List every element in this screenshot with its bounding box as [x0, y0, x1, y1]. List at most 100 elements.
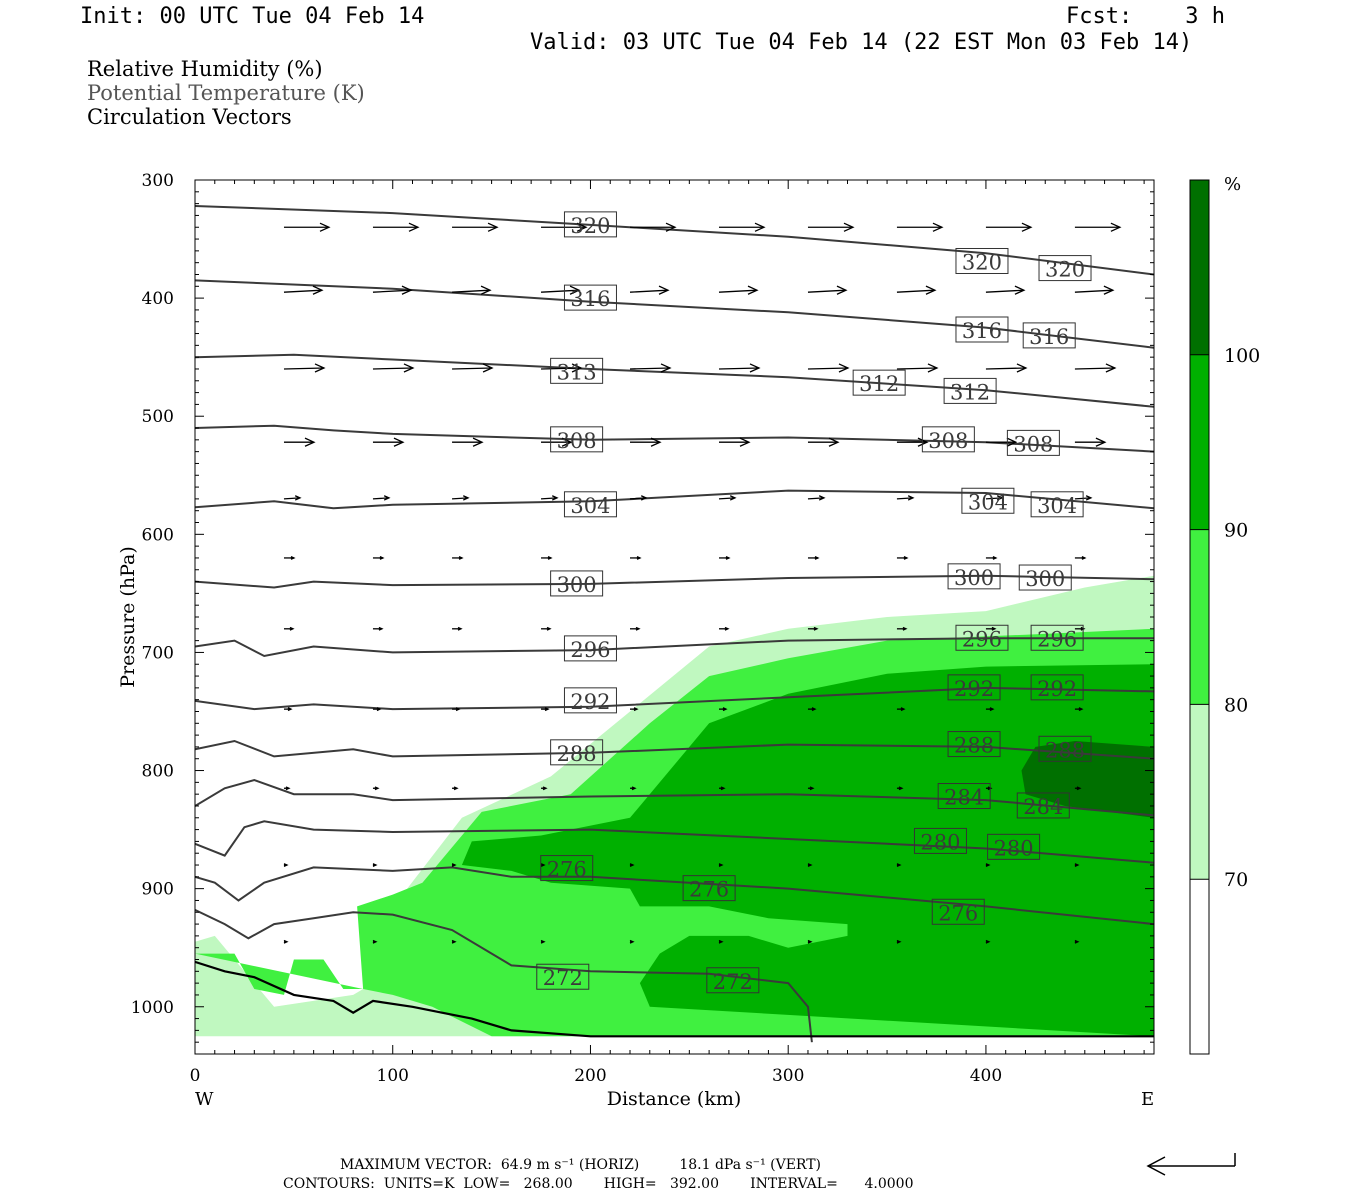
circulation-vector	[283, 863, 289, 867]
circulation-vector	[985, 437, 1018, 447]
svg-text:316: 316	[962, 319, 1002, 343]
svg-text:308: 308	[1013, 432, 1053, 456]
theta-contour-268	[195, 960, 1154, 1038]
circulation-vector	[372, 222, 420, 232]
y-axis-label: Pressure (hPa)	[117, 546, 139, 688]
contour-label: 280	[987, 833, 1041, 860]
svg-text:300: 300	[557, 573, 597, 597]
circulation-vector	[1074, 556, 1087, 560]
contour-label: 312	[852, 369, 906, 396]
contour-label: 300	[1018, 564, 1072, 591]
svg-text:316: 316	[570, 287, 610, 311]
circulation-vector	[452, 626, 463, 631]
circulation-vector	[1074, 222, 1122, 232]
svg-text:320: 320	[570, 214, 610, 238]
circulation-vector	[630, 626, 641, 631]
circulation-vector	[452, 495, 470, 501]
circulation-vector	[541, 626, 552, 631]
rh-region-90	[461, 664, 1154, 1037]
svg-text:300: 300	[1025, 567, 1065, 591]
circulation-vector	[283, 556, 296, 560]
contour-label: 276	[931, 898, 985, 925]
svg-text:272: 272	[713, 970, 753, 994]
svg-text:288: 288	[954, 734, 994, 758]
contour-label: 284	[1016, 792, 1070, 819]
circulation-vector	[718, 285, 759, 295]
circulation-vector	[540, 939, 546, 944]
circulation-vector	[630, 707, 639, 712]
theta-contour-280	[195, 820, 1154, 864]
x-tick-label: 0	[190, 1066, 201, 1086]
circulation-vector	[985, 495, 1004, 501]
svg-text:308: 308	[928, 429, 968, 453]
svg-text:312: 312	[859, 372, 899, 396]
circulation-vector	[372, 863, 378, 867]
circulation-vector	[629, 363, 672, 373]
colorbar-level-label: 80	[1224, 694, 1248, 716]
colorbar-frame	[1189, 179, 1210, 1055]
circulation-vector	[283, 363, 326, 373]
colorbar-band	[1190, 879, 1209, 1054]
contour-label: 308	[550, 426, 604, 453]
theta-contour-272	[195, 908, 813, 1043]
circulation-vector	[807, 437, 840, 447]
x-tick-label: 200	[574, 1066, 606, 1086]
colorbar-level-label: 70	[1224, 869, 1248, 891]
circulation-vector	[372, 363, 415, 373]
svg-text:276: 276	[689, 878, 729, 902]
circulation-vector	[1074, 363, 1117, 373]
circulation-vector	[540, 863, 546, 867]
circulation-vector	[372, 437, 405, 447]
circulation-vector	[985, 626, 997, 631]
contour-label: 308	[921, 426, 975, 453]
circulation-vector	[452, 222, 499, 232]
svg-text:284: 284	[1023, 795, 1063, 819]
circulation-vector	[807, 786, 815, 791]
svg-text:296: 296	[1037, 627, 1077, 651]
circulation-vector	[985, 863, 991, 867]
circulation-vector	[896, 863, 902, 867]
circulation-vector	[718, 222, 766, 232]
svg-text:300: 300	[954, 566, 994, 590]
y-tick-label: 600	[142, 525, 174, 545]
x-west-label: W	[195, 1089, 214, 1110]
circulation-vector	[985, 939, 991, 944]
colorbar-band	[1190, 529, 1209, 705]
svg-text:276: 276	[547, 858, 587, 882]
circulation-vector	[541, 707, 550, 712]
colorbar-unit: %	[1224, 174, 1241, 195]
circulation-vector	[807, 495, 826, 501]
contour-label: 316	[955, 316, 1009, 343]
contour-label: 292	[947, 674, 1001, 701]
contour-label: 296	[563, 635, 617, 662]
circulation-vector	[283, 707, 293, 712]
contour-label: 312	[943, 377, 997, 404]
circulation-vector	[718, 363, 761, 373]
theta-contour-316	[195, 279, 1154, 349]
y-tick-label: 300	[142, 171, 174, 191]
svg-text:304: 304	[1037, 494, 1077, 518]
contour-label: 296	[955, 624, 1009, 651]
circulation-vector	[718, 939, 724, 944]
circulation-vector	[452, 556, 464, 560]
y-tick-label: 900	[142, 880, 174, 900]
svg-text:296: 296	[962, 627, 1002, 651]
contour-label: 296	[1030, 624, 1084, 651]
circulation-vector	[896, 222, 944, 232]
circulation-vector	[451, 939, 457, 944]
contour-label: 288	[550, 739, 604, 766]
legend-circulation-vectors: Circulation Vectors	[87, 105, 292, 129]
circulation-vector	[452, 707, 461, 712]
x-tick-label: 300	[772, 1066, 804, 1086]
circulation-vector	[451, 863, 457, 867]
circulation-vector	[718, 863, 724, 867]
theta-contour-288	[195, 739, 1154, 760]
x-tick-label: 100	[377, 1066, 409, 1086]
circulation-vector	[283, 222, 331, 232]
circulation-vector	[372, 495, 391, 501]
theta-contour-284	[195, 778, 1154, 817]
circulation-vector	[1074, 863, 1080, 867]
y-tick-label: 700	[142, 643, 174, 663]
legend-potential-temperature: Potential Temperature (K)	[87, 81, 365, 105]
